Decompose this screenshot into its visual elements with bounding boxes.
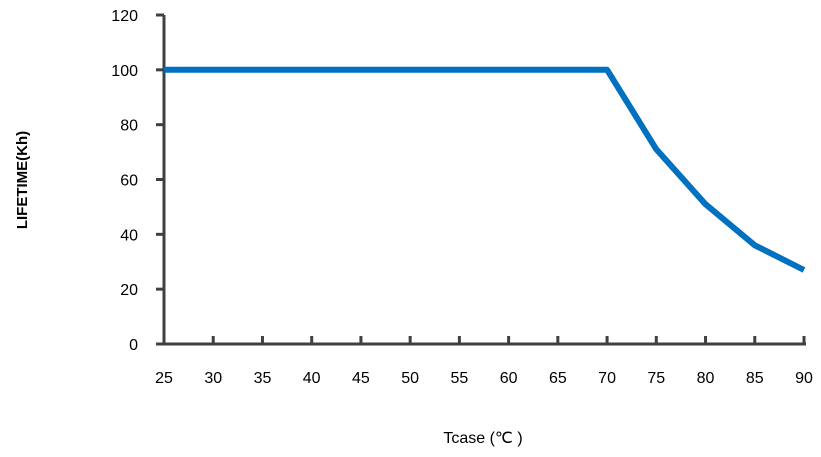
x-tick-label: 85 <box>746 370 764 387</box>
y-tick-label: 40 <box>120 227 138 244</box>
y-tick-label: 0 <box>129 337 138 354</box>
x-axis: 25 30 35 40 45 50 55 60 65 70 75 80 85 90 <box>155 336 813 387</box>
y-tick-label: 20 <box>120 282 138 299</box>
y-tick-label: 120 <box>111 8 138 25</box>
x-ticks: 25 30 35 40 45 50 55 60 65 70 75 80 85 90 <box>155 336 813 387</box>
x-tick-label: 70 <box>598 370 616 387</box>
y-tick-label: 100 <box>111 63 138 80</box>
y-tick-label: 60 <box>120 173 138 190</box>
x-tick-label: 60 <box>500 370 518 387</box>
x-tick-label: 80 <box>697 370 715 387</box>
x-tick-label: 25 <box>155 370 173 387</box>
x-tick-label: 65 <box>549 370 567 387</box>
series-layer <box>164 66 806 273</box>
series-line <box>164 66 806 273</box>
x-tick-label: 30 <box>204 370 222 387</box>
x-tick-label: 90 <box>795 370 813 387</box>
y-ticks: 0 20 40 60 80 100 120 <box>111 8 164 354</box>
x-axis-title: Tcase (℃ ) <box>443 430 522 447</box>
x-tick-label: 55 <box>450 370 468 387</box>
y-axis: 0 20 40 60 80 100 120 <box>111 8 166 354</box>
x-tick-label: 50 <box>401 370 419 387</box>
x-tick-label: 40 <box>303 370 321 387</box>
x-tick-label: 75 <box>647 370 665 387</box>
x-tick-label: 45 <box>352 370 370 387</box>
y-tick-label: 80 <box>120 118 138 135</box>
x-tick-label: 35 <box>254 370 272 387</box>
y-axis-title: LIFETIME(Kh) <box>14 131 31 229</box>
